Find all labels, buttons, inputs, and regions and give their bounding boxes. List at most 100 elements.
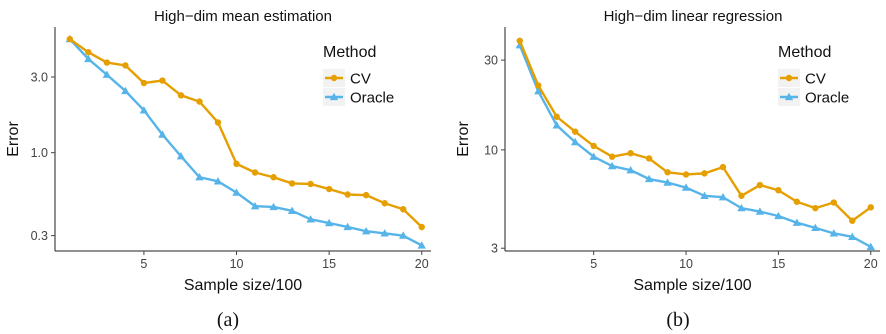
data-point-oracle bbox=[755, 207, 765, 215]
data-point-cv bbox=[738, 192, 745, 199]
data-point-oracle bbox=[607, 161, 617, 170]
data-point-oracle bbox=[158, 130, 167, 138]
data-point-cv bbox=[400, 206, 407, 213]
legend-title: Method bbox=[323, 44, 376, 61]
data-point-cv bbox=[177, 92, 185, 99]
data-point-oracle bbox=[417, 241, 426, 249]
data-point-oracle bbox=[774, 211, 783, 220]
data-point-cv bbox=[325, 185, 333, 193]
data-point-cv bbox=[756, 181, 764, 189]
data-point-cv bbox=[701, 170, 708, 177]
data-point-cv bbox=[362, 191, 370, 199]
legend-label-oracle: Oracle bbox=[805, 90, 849, 107]
data-point-cv bbox=[288, 180, 296, 187]
legend-label-cv: CV bbox=[805, 71, 826, 88]
y-tick-label: 10 bbox=[484, 143, 498, 157]
x-tick-label: 20 bbox=[864, 257, 878, 271]
data-point-cv bbox=[571, 128, 579, 135]
data-point-cv bbox=[381, 200, 388, 207]
data-point-cv bbox=[590, 142, 597, 150]
data-point-cv bbox=[159, 77, 166, 84]
data-point-cv bbox=[214, 119, 222, 126]
data-point-cv bbox=[812, 204, 819, 212]
chart-mean-estimation: High−dim mean estimation Sample size/100… bbox=[5, 8, 431, 331]
data-point-oracle bbox=[306, 215, 315, 223]
x-axis-title: Sample size/100 bbox=[184, 277, 302, 294]
panel-caption: (a) bbox=[217, 309, 239, 331]
data-point-oracle bbox=[213, 177, 223, 185]
data-point-oracle bbox=[792, 218, 802, 226]
series-line-cv bbox=[518, 39, 872, 222]
data-point-cv bbox=[418, 223, 425, 231]
y-tick-label: 3 bbox=[491, 242, 498, 256]
chart-title: High−dim linear regression bbox=[604, 8, 783, 25]
data-point-cv bbox=[867, 204, 874, 211]
data-point-oracle bbox=[269, 202, 278, 211]
data-point-oracle bbox=[626, 165, 635, 174]
data-point-cv bbox=[270, 174, 277, 181]
data-point-oracle bbox=[589, 152, 598, 160]
data-point-cv bbox=[627, 150, 634, 157]
data-point-cv bbox=[664, 169, 671, 176]
data-point-cv bbox=[516, 37, 523, 45]
data-point-oracle bbox=[737, 203, 746, 212]
x-tick-label: 5 bbox=[140, 257, 147, 271]
x-tick-label: 20 bbox=[415, 257, 429, 271]
legend-title: Method bbox=[778, 44, 831, 61]
data-point-oracle bbox=[644, 174, 654, 183]
data-point-oracle bbox=[250, 201, 260, 210]
x-tick-label: 5 bbox=[590, 257, 597, 271]
data-point-cv bbox=[535, 82, 542, 89]
data-point-cv bbox=[830, 199, 838, 206]
data-point-oracle bbox=[176, 152, 186, 160]
data-point-oracle bbox=[380, 229, 389, 237]
data-point-cv bbox=[849, 217, 856, 224]
data-point-cv bbox=[608, 153, 616, 160]
y-tick-label: 1.0 bbox=[31, 146, 48, 160]
data-point-cv bbox=[682, 171, 690, 178]
y-axis-title: Error bbox=[5, 121, 22, 157]
data-point-oracle bbox=[811, 223, 820, 232]
data-point-oracle bbox=[139, 106, 149, 114]
data-point-oracle bbox=[570, 137, 580, 146]
data-point-cv bbox=[196, 98, 203, 105]
data-point-cv bbox=[307, 180, 314, 188]
legend-key-marker-cv bbox=[330, 74, 338, 82]
data-point-cv bbox=[85, 49, 92, 56]
data-point-cv bbox=[103, 59, 111, 66]
data-point-oracle bbox=[681, 183, 691, 191]
x-axis-title: Sample size/100 bbox=[633, 277, 751, 294]
legend-key-marker-oracle bbox=[329, 92, 339, 101]
data-point-oracle bbox=[195, 173, 204, 181]
data-point-oracle bbox=[829, 229, 839, 237]
legend-label-cv: CV bbox=[350, 71, 371, 88]
series-line-oracle bbox=[68, 37, 423, 247]
data-point-cv bbox=[66, 35, 74, 43]
legend-key-marker-oracle bbox=[784, 92, 794, 101]
x-tick-label: 15 bbox=[771, 257, 785, 271]
data-point-cv bbox=[719, 163, 727, 171]
data-point-oracle bbox=[324, 218, 334, 227]
data-point-cv bbox=[233, 160, 240, 168]
data-point-oracle bbox=[399, 231, 408, 239]
data-point-cv bbox=[553, 113, 560, 120]
y-tick-label: 3.0 bbox=[31, 71, 48, 85]
data-point-oracle bbox=[84, 54, 93, 63]
data-point-cv bbox=[775, 187, 782, 194]
x-tick-label: 10 bbox=[679, 257, 693, 271]
data-point-cv bbox=[793, 198, 801, 205]
data-point-oracle bbox=[287, 206, 297, 214]
data-point-oracle bbox=[866, 242, 875, 251]
chart-linear-regression: High−dim linear regression Sample size/1… bbox=[455, 8, 880, 331]
x-tick-label: 15 bbox=[322, 257, 336, 271]
data-point-oracle bbox=[552, 121, 561, 129]
data-point-oracle bbox=[534, 87, 543, 95]
data-point-oracle bbox=[718, 193, 728, 201]
data-point-oracle bbox=[848, 232, 857, 240]
data-point-cv bbox=[140, 79, 148, 87]
data-point-oracle bbox=[102, 70, 112, 78]
y-tick-label: 0.3 bbox=[31, 229, 48, 243]
data-point-oracle bbox=[121, 86, 130, 95]
x-tick-label: 10 bbox=[230, 257, 244, 271]
